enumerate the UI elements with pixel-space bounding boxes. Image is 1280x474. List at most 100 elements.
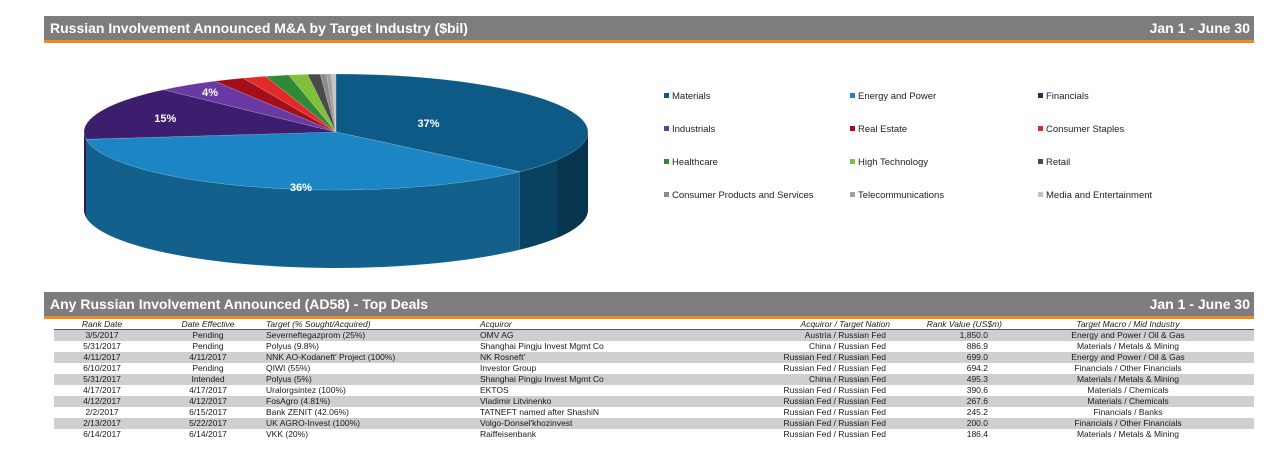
cell-industry: Financials / Other Financials: [1002, 363, 1254, 374]
legend-label: Retail: [1046, 157, 1071, 168]
col-header-acquiror: Acquiror: [480, 319, 712, 330]
cell-rank-value: 186.4: [890, 429, 1002, 440]
legend-item: Media and Entertainment: [1038, 189, 1152, 203]
cell-date-effective: 4/11/2017: [150, 352, 266, 363]
cell-industry: Energy and Power / Oil & Gas: [1002, 329, 1254, 341]
pie-slice: [264, 74, 337, 133]
cell-industry: Materials / Chemicals: [1002, 385, 1254, 396]
legend-label: High Technology: [858, 157, 929, 168]
cell-rank-date: 5/31/2017: [54, 341, 150, 352]
cell-rank-value: 390.6: [890, 385, 1002, 396]
cell-acquiror: Vladimir Litvinenko: [480, 396, 712, 407]
cell-target: FosAgro (4.81%): [266, 396, 480, 407]
legend-item: Real Estate: [850, 123, 907, 137]
table-header-row: Rank Date Date Effective Target (% Sough…: [54, 319, 1254, 330]
chart-date-range: Jan 1 - June 30: [1149, 20, 1250, 36]
cell-rank-date: 3/5/2017: [54, 329, 150, 341]
cell-rank-date: 6/10/2017: [54, 363, 150, 374]
cell-nation: Russian Fed / Russian Fed: [712, 407, 890, 418]
deals-section-header: Any Russian Involvement Announced (AD58)…: [44, 292, 1254, 319]
pie-slice-label: 4%: [202, 87, 218, 99]
table-row: 5/31/2017 Intended Polyus (5%) Shanghai Pin…: [54, 374, 1254, 385]
cell-date-effective: 4/12/2017: [150, 396, 266, 407]
cell-target: Polyus (5%): [266, 374, 480, 385]
cell-rank-value: 245.2: [890, 407, 1002, 418]
cell-date-effective: 6/14/2017: [150, 429, 266, 440]
cell-target: Uralorgsintez (100%): [266, 385, 480, 396]
legend-item: Materials: [664, 90, 711, 104]
col-header-nation: Acquiror / Target Nation: [712, 319, 890, 330]
cell-industry: Energy and Power / Oil & Gas: [1002, 352, 1254, 363]
cell-rank-date: 4/12/2017: [54, 396, 150, 407]
cell-date-effective: Pending: [150, 363, 266, 374]
pie-slice: [213, 77, 337, 133]
pie-slice-label: 15%: [154, 113, 176, 125]
cell-acquiror: NK Rosneft': [480, 352, 712, 363]
pie-slice-label: 37%: [417, 118, 439, 130]
cell-nation: Austria / Russian Fed: [712, 329, 890, 341]
cell-industry: Materials / Chemicals: [1002, 396, 1254, 407]
pie-slice: [307, 73, 337, 133]
cell-rank-date: 4/17/2017: [54, 385, 150, 396]
cell-target: Severneftegazprom (25%): [266, 329, 480, 341]
cell-rank-value: 267.6: [890, 396, 1002, 407]
table-row: 3/5/2017 Pending Severneftegazprom (25%) OM…: [54, 329, 1254, 341]
cell-rank-value: 699.0: [890, 352, 1002, 363]
legend-swatch: [664, 93, 669, 98]
legend-item: Consumer Products and Services: [664, 189, 814, 203]
table-row: 4/11/2017 4/11/2017 NNK AO-Kodaneft' Proje…: [54, 352, 1254, 363]
pie-slice: [288, 74, 337, 133]
legend-swatch: [1038, 192, 1043, 197]
cell-target: Polyus (9.8%): [266, 341, 480, 352]
cell-date-effective: 6/15/2017: [150, 407, 266, 418]
cell-acquiror: Raiffeisenbank: [480, 429, 712, 440]
pie-slice: [83, 89, 337, 140]
legend-label: Financials: [1046, 91, 1089, 102]
legend-label: Consumer Products and Services: [672, 190, 814, 201]
cell-nation: Russian Fed / Russian Fed: [712, 385, 890, 396]
cell-acquiror: TATNEFT named after ShashiN: [480, 407, 712, 418]
cell-acquiror: Volgo-Donsel'khozinvest: [480, 418, 712, 429]
cell-nation: Russian Fed / Russian Fed: [712, 363, 890, 374]
legend-item: Financials: [1038, 90, 1089, 104]
cell-nation: Russian Fed / Russian Fed: [712, 418, 890, 429]
pie-slice: [163, 80, 337, 133]
legend-swatch: [850, 192, 855, 197]
legend-item: Telecommunications: [850, 189, 944, 203]
cell-date-effective: Intended: [150, 374, 266, 385]
table-row: 4/12/2017 4/12/2017 FosAgro (4.81%) Vladimi…: [54, 396, 1254, 407]
legend-item: Industrials: [664, 123, 715, 137]
table-row: 2/2/2017 6/15/2017 Bank ZENIT (42.06%) TATN…: [54, 407, 1254, 418]
cell-date-effective: Pending: [150, 329, 266, 341]
cell-target: NNK AO-Kodaneft' Project (100%): [266, 352, 480, 363]
cell-rank-value: 694.2: [890, 363, 1002, 374]
table-row: 6/10/2017 Pending QIWI (55%) Investor Group…: [54, 363, 1254, 374]
pie-slice: [330, 73, 337, 133]
chart-title: Russian Involvement Announced M&A by Tar…: [50, 20, 468, 36]
cell-industry: Materials / Metals & Mining: [1002, 374, 1254, 385]
pie-edge-shadow: [557, 130, 588, 238]
col-header-rank-value: Rank Value (US$m): [890, 319, 1002, 330]
table-row: 6/14/2017 6/14/2017 VKK (20%) Raiffeisenban…: [54, 429, 1254, 440]
pie-slice: [242, 75, 337, 133]
cell-rank-date: 2/13/2017: [54, 418, 150, 429]
cell-industry: Financials / Banks: [1002, 407, 1254, 418]
cell-target: Bank ZENIT (42.06%): [266, 407, 480, 418]
cell-rank-value: 886.9: [890, 341, 1002, 352]
cell-industry: Materials / Metals & Mining: [1002, 341, 1254, 352]
legend-label: Real Estate: [858, 124, 908, 135]
table-row: 2/13/2017 5/22/2017 UK AGRO-Invest (100%) V…: [54, 418, 1254, 429]
cell-nation: Russian Fed / Russian Fed: [712, 429, 890, 440]
legend-label: Industrials: [672, 124, 716, 135]
pie-chart: 37% 36% 15% 4%: [83, 73, 589, 269]
cell-date-effective: 4/17/2017: [150, 385, 266, 396]
col-header-target: Target (% Sought/Acquired): [266, 319, 480, 330]
legend-item: Consumer Staples: [1038, 123, 1124, 137]
deals-date-range: Jan 1 - June 30: [1149, 296, 1250, 312]
legend-swatch: [850, 93, 855, 98]
cell-acquiror: Shanghai Pingju Invest Mgmt Co: [480, 374, 712, 385]
deals-title: Any Russian Involvement Announced (AD58)…: [50, 296, 429, 312]
cell-rank-value: 1,850.0: [890, 329, 1002, 341]
legend-swatch: [1038, 93, 1043, 98]
pie-slice: [326, 73, 337, 133]
